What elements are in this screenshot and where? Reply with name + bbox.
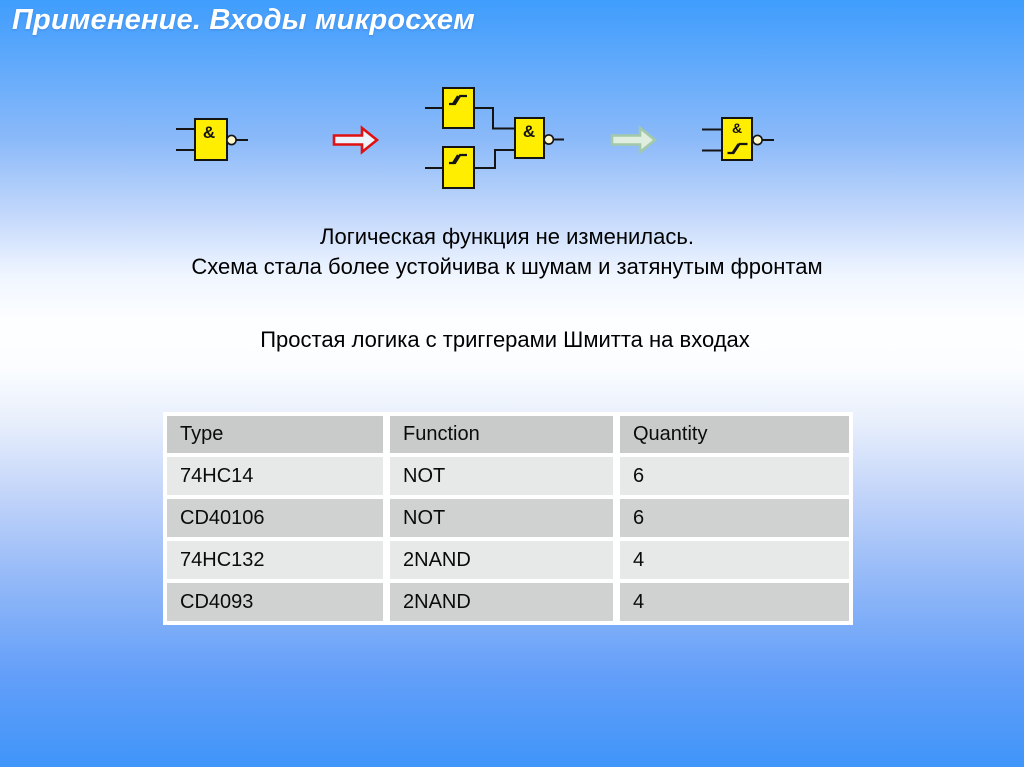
table-cell: 4 — [620, 583, 849, 621]
logic-diagram: & & & — [176, 87, 774, 189]
table-header-cell: Type — [167, 416, 383, 453]
red-arrow-icon — [332, 125, 380, 155]
gate-body — [442, 146, 475, 189]
schmitt-buffer-top — [425, 87, 515, 130]
table-cell: 74HC14 — [167, 457, 383, 495]
body-text: Логическая функция не изменилась. Схема … — [0, 222, 1014, 282]
inversion-bubble — [226, 134, 237, 146]
gate-body — [442, 87, 475, 129]
table-header-cell: Function — [390, 416, 613, 453]
table-cell: 2NAND — [390, 583, 613, 621]
table-cell: 2NAND — [390, 541, 613, 579]
inversion-bubble — [752, 134, 763, 146]
slide-title: Применение. Входы микросхем — [12, 4, 475, 36]
table-cell: CD4093 — [167, 583, 383, 621]
and-label: & — [523, 122, 535, 141]
caption: Простая логика с триггерами Шмитта на вх… — [260, 327, 750, 352]
chip-table: Type Function Quantity 74HC14 NOT 6 CD40… — [163, 412, 853, 625]
table-cell: 6 — [620, 457, 849, 495]
body-line-1: Логическая функция не изменилась. — [320, 224, 694, 249]
gate-body — [194, 118, 228, 161]
nand-gate-left: & — [176, 118, 248, 161]
table-row: CD40106 NOT 6 — [167, 499, 849, 537]
table-row: 74HC14 NOT 6 — [167, 457, 849, 495]
hysteresis-icon — [449, 153, 467, 165]
table-row: 74HC132 2NAND 4 — [167, 541, 849, 579]
table-cell: 6 — [620, 499, 849, 537]
table-header-row: Type Function Quantity — [167, 416, 849, 453]
table-cell: NOT — [390, 457, 613, 495]
table-row: CD4093 2NAND 4 — [167, 583, 849, 621]
and-label: & — [732, 120, 742, 136]
body-line-2: Схема стала более устойчива к шумам и за… — [191, 254, 823, 279]
table-cell: CD40106 — [167, 499, 383, 537]
table-cell: 74HC132 — [167, 541, 383, 579]
wire — [425, 149, 515, 169]
table-header-cell: Quantity — [620, 416, 849, 453]
wire — [176, 128, 248, 151]
table-cell: NOT — [390, 499, 613, 537]
wire — [702, 128, 774, 152]
green-arrow-icon — [610, 125, 658, 155]
gate-body — [721, 117, 753, 161]
schmitt-buffer-bottom — [425, 146, 515, 189]
hysteresis-icon — [727, 142, 748, 155]
wire — [425, 107, 515, 130]
table-cell: 4 — [620, 541, 849, 579]
and-label: & — [203, 123, 215, 142]
hysteresis-icon — [449, 94, 467, 106]
nand-gate-middle: & — [514, 117, 564, 159]
inversion-bubble — [543, 134, 555, 145]
schmitt-nand-gate-right: & — [702, 117, 774, 161]
